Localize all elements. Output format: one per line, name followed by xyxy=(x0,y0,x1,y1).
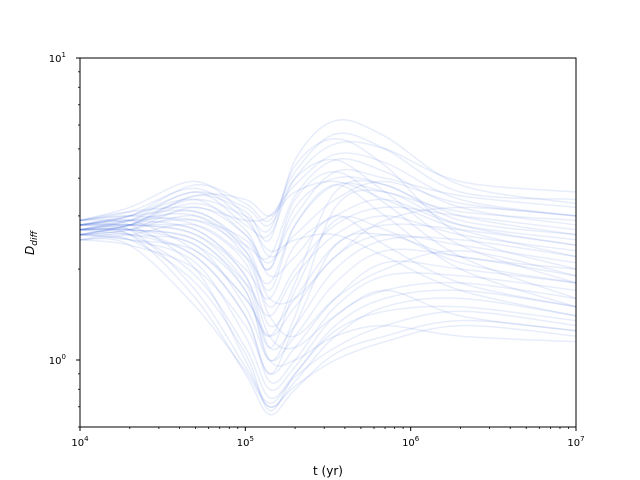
series-line-14 xyxy=(79,233,577,337)
series-line-25 xyxy=(79,237,577,408)
series-line-13 xyxy=(79,215,577,328)
y-axis-ticks: 100 101 xyxy=(49,51,80,428)
series-line-6 xyxy=(79,168,577,264)
x-tick-label-4: 107 xyxy=(567,435,584,449)
series-line-31 xyxy=(79,223,577,350)
series-line-24 xyxy=(79,227,577,416)
y-axis-label: Ddiff xyxy=(23,230,40,255)
x-axis-label: t (yr) xyxy=(313,464,343,478)
series-line-22 xyxy=(79,233,577,412)
x-tick-label-1: 104 xyxy=(71,435,89,449)
series-line-2 xyxy=(79,132,577,226)
series-lines xyxy=(79,119,577,416)
y-axis-label-main: D xyxy=(23,246,37,255)
series-line-16 xyxy=(79,228,577,362)
series-line-36 xyxy=(79,184,577,308)
series-line-19 xyxy=(79,233,577,392)
series-line-11 xyxy=(79,206,577,308)
y-axis-label-sub: diff xyxy=(30,230,40,246)
series-line-20 xyxy=(79,228,577,400)
series-line-7 xyxy=(79,176,577,271)
series-line-34 xyxy=(79,158,577,284)
series-line-27 xyxy=(79,189,577,362)
y-tick-label-1: 100 xyxy=(49,353,66,367)
series-line-17 xyxy=(79,239,577,375)
series-line-15 xyxy=(79,223,577,351)
series-line-30 xyxy=(79,213,577,338)
series-line-3 xyxy=(79,140,577,239)
series-line-4 xyxy=(79,152,577,222)
series-line-5 xyxy=(79,158,577,260)
series-line-28 xyxy=(79,202,577,308)
series-line-18 xyxy=(79,224,577,384)
series-line-8 xyxy=(79,182,577,285)
series-line-29 xyxy=(79,187,577,317)
series-line-38 xyxy=(79,232,577,375)
x-tick-label-2: 105 xyxy=(237,435,254,449)
series-line-40 xyxy=(79,180,577,258)
series-line-23 xyxy=(79,222,577,404)
series-line-32 xyxy=(79,228,577,367)
series-line-1 xyxy=(79,119,577,243)
series-line-37 xyxy=(79,215,577,349)
plot-frame xyxy=(79,57,577,428)
series-line-33 xyxy=(79,138,577,270)
series-line-21 xyxy=(79,219,577,408)
x-axis-ticks: 104 105 106 107 xyxy=(71,427,585,449)
y-tick-label-2: 101 xyxy=(49,51,66,65)
series-line-10 xyxy=(79,198,577,300)
series-line-35 xyxy=(79,171,577,300)
series-line-9 xyxy=(79,180,577,258)
x-tick-label-3: 106 xyxy=(402,435,420,449)
series-line-39 xyxy=(79,206,577,305)
series-line-26 xyxy=(79,179,577,337)
series-line-12 xyxy=(79,215,577,317)
